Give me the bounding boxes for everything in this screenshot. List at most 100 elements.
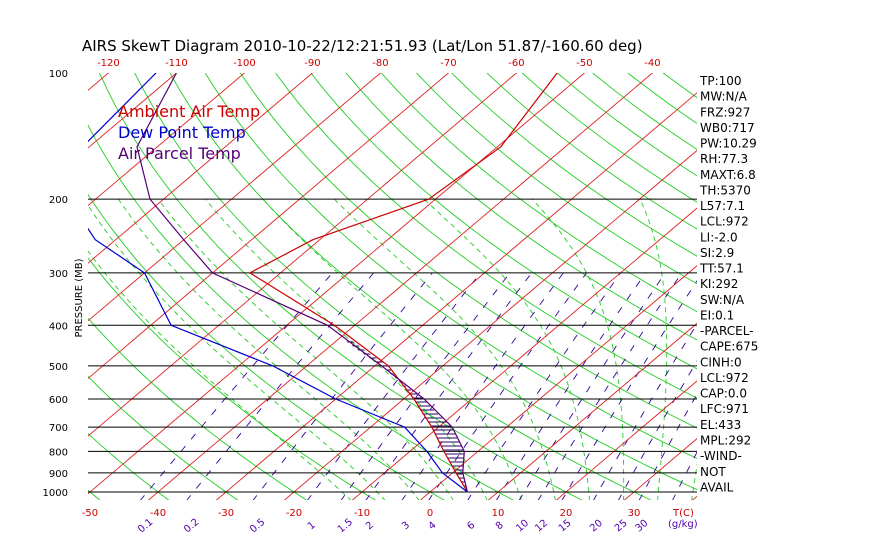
stability-index-item: EI:0.1: [700, 308, 734, 322]
dry-adiabat-line: [88, 317, 308, 500]
mixing-ratio-unit-label: (g/kg): [668, 519, 698, 530]
pressure-tick-label: 800: [49, 447, 68, 458]
mixing-ratio-line: [252, 272, 433, 500]
legend-entry: Dew Point Temp: [118, 123, 246, 142]
top-temperature-tick-label: -70: [440, 58, 456, 69]
stability-index-item: MW:N/A: [700, 90, 748, 104]
mixing-ratio-line: [186, 272, 375, 500]
mixing-ratio-line: [340, 272, 511, 500]
dry-adiabat-line: [0, 73, 32, 501]
moist-adiabat-line: [639, 198, 668, 500]
mixing-ratio-line: [518, 272, 666, 500]
stability-index-item: TT:57.1: [699, 262, 744, 276]
bottom-temperature-tick-label: -40: [150, 508, 166, 519]
ambient-line: [248, 73, 558, 493]
legend-entry: Ambient Air Temp: [118, 102, 260, 121]
chart-title: AIRS SkewT Diagram 2010-10-22/12:21:51.9…: [82, 37, 643, 55]
isotherm-line: [88, 73, 178, 149]
moist-adiabat-line: [88, 204, 386, 500]
dry-adiabat-line: [451, 73, 697, 257]
mixing-ratio-label: 30: [634, 518, 651, 535]
dry-adiabat-line: [804, 73, 870, 501]
stability-index-item: KI:292: [700, 277, 738, 291]
top-temperature-tick-label: -40: [644, 58, 660, 69]
mixing-ratio-line: [496, 272, 646, 500]
mixing-ratio-line: [401, 272, 564, 500]
mixing-ratio-label: 15: [557, 518, 574, 535]
mixing-ratio-line: [561, 280, 697, 500]
dry-adiabat-line: [88, 432, 170, 500]
top-temperature-tick-labels: -120 -110 -100 -90 -80 -70 -60 -50 -40: [97, 58, 661, 69]
stability-index-item: LFC:971: [700, 402, 749, 416]
legend-entry: Air Parcel Temp: [118, 144, 241, 163]
dry-adiabat-line: [662, 73, 697, 99]
stability-index-item: AVAIL: [700, 480, 734, 494]
bottom-temperature-tick-label: 10: [492, 508, 505, 519]
stability-index-item: MAXT:6.8: [700, 168, 756, 182]
stability-index-item: TH:5370: [699, 183, 751, 197]
dry-adiabat-line: [88, 375, 239, 500]
mixing-ratio-label: 12: [533, 518, 550, 535]
pressure-tick-labels: 100 200 300 400 500 600 700 800 900 1000: [43, 69, 68, 499]
temperature-unit-label: T(C): [672, 508, 694, 519]
mixing-ratio-line: [428, 272, 587, 500]
dry-adiabat-line: [839, 73, 870, 501]
bottom-temperature-tick-label: -20: [286, 508, 302, 519]
isotherm-line: [88, 73, 110, 91]
bottom-temperature-tick-labels: -50 -40 -30 -20 -10 0 10 20 30: [82, 508, 641, 519]
mixing-ratio-label: 25: [613, 518, 630, 535]
chart-grid: [0, 64, 870, 501]
mixing-ratio-label: 10: [514, 518, 531, 535]
stability-index-item: L57:7.1: [700, 199, 745, 213]
isotherms: [0, 64, 870, 501]
isotherm-line: [88, 73, 246, 207]
pressure-tick-label: 100: [49, 69, 68, 80]
isotherm-line: [215, 92, 697, 500]
isotherm-line: [88, 73, 382, 322]
dry-adiabat-line: [416, 73, 697, 285]
dry-adiabat-line: [310, 73, 697, 370]
top-temperature-tick-label: -90: [304, 58, 320, 69]
sounding-profiles: [88, 73, 558, 493]
stability-index-item: TP:100: [699, 74, 742, 88]
stability-index-item: LCL:972: [700, 215, 749, 229]
mixing-ratio-label: 20: [588, 518, 605, 535]
mixing-ratio-line: [140, 272, 333, 500]
stability-index-item: FRZ:927: [700, 105, 750, 119]
top-temperature-tick-label: -80: [372, 58, 388, 69]
dewpoint-line: [88, 73, 468, 493]
bottom-temperature-tick-label: 30: [628, 508, 641, 519]
isotherm-line: [419, 265, 697, 500]
mixing-ratio-label: 0.2: [182, 517, 201, 536]
pressure-tick-label: 300: [49, 269, 68, 280]
isotherm-line: [88, 73, 450, 380]
stability-index-item: PW:10.29: [700, 137, 757, 151]
top-temperature-tick-label: -60: [508, 58, 524, 69]
dry-adiabats: [0, 73, 870, 501]
moist-adiabat-line: [88, 250, 352, 500]
isotherm-line: [0, 64, 51, 501]
dry-adiabat-line: [99, 73, 583, 500]
mixing-ratio-line: [467, 272, 621, 500]
isotherm-line: [283, 149, 697, 500]
moist-adiabat-line: [118, 198, 420, 500]
pressure-tick-label: 200: [49, 195, 68, 206]
mixing-ratio-label: 1.5: [336, 517, 355, 536]
moist-adiabat-line: [205, 198, 488, 500]
mixing-ratio-line: [365, 272, 532, 500]
stability-index-item: NOT: [700, 465, 726, 479]
chart-legend: Ambient Air Temp Dew Point Temp Air Parcel…: [118, 102, 260, 163]
stability-index-item: WB0:717: [700, 121, 755, 135]
isotherm-line: [487, 322, 697, 500]
isotherm-line: [555, 380, 697, 500]
top-temperature-tick-label: -110: [165, 58, 188, 69]
isotherm-line: [760, 64, 870, 501]
dry-adiabat-line: [134, 73, 652, 500]
top-temperature-tick-label: -100: [233, 58, 256, 69]
bottom-temperature-tick-label: -30: [218, 508, 234, 519]
stability-index-item: RH:77.3: [700, 152, 748, 166]
isotherm-line: [351, 207, 697, 500]
stability-index-item: -WIND-: [700, 449, 742, 463]
stability-index-item: CAPE:675: [700, 340, 758, 354]
isotherm-line: [88, 73, 586, 495]
